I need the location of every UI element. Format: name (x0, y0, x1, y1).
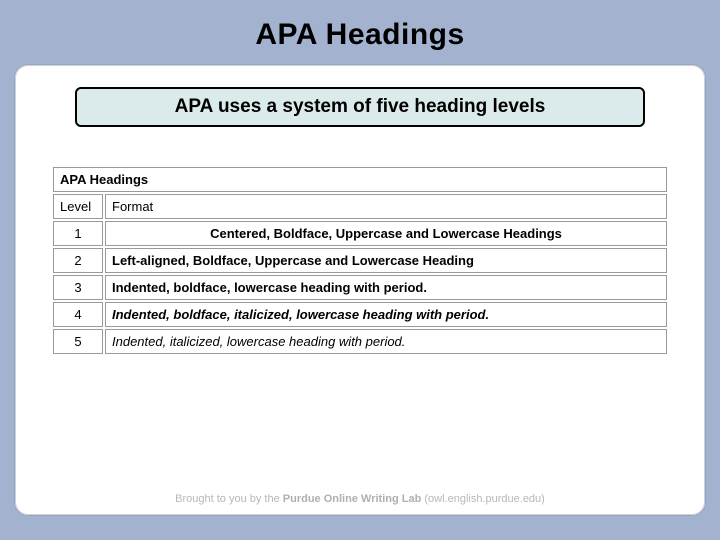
apa-headings-table-wrap: APA Headings Level Format 1 Centered, Bo… (51, 165, 669, 356)
subtitle-box: APA uses a system of five heading levels (75, 87, 645, 127)
format-cell: Indented, boldface, italicized, lowercas… (105, 302, 667, 327)
footer-credit: Brought to you by the Purdue Online Writ… (15, 493, 705, 505)
level-cell: 1 (53, 221, 103, 246)
table-row: 1 Centered, Boldface, Uppercase and Lowe… (53, 221, 667, 246)
apa-headings-table: APA Headings Level Format 1 Centered, Bo… (51, 165, 669, 356)
col-header-level: Level (53, 194, 103, 219)
footer-prefix: Brought to you by the (175, 493, 283, 505)
footer-strong: Purdue Online Writing Lab (283, 493, 422, 505)
footer-suffix: (owl.english.purdue.edu) (421, 493, 545, 505)
table-row: 5 Indented, italicized, lowercase headin… (53, 329, 667, 354)
table-caption: APA Headings (53, 167, 667, 192)
table-row: 2 Left-aligned, Boldface, Uppercase and … (53, 248, 667, 273)
level-cell: 4 (53, 302, 103, 327)
level-cell: 3 (53, 275, 103, 300)
content-panel: APA uses a system of five heading levels… (14, 64, 706, 516)
format-cell: Centered, Boldface, Uppercase and Lowerc… (105, 221, 667, 246)
table-row: 4 Indented, boldface, italicized, lowerc… (53, 302, 667, 327)
slide-title: APA Headings (0, 0, 720, 64)
level-cell: 2 (53, 248, 103, 273)
table-row: 3 Indented, boldface, lowercase heading … (53, 275, 667, 300)
format-cell: Indented, italicized, lowercase heading … (105, 329, 667, 354)
level-cell: 5 (53, 329, 103, 354)
format-cell: Left-aligned, Boldface, Uppercase and Lo… (105, 248, 667, 273)
col-header-format: Format (105, 194, 667, 219)
format-cell: Indented, boldface, lowercase heading wi… (105, 275, 667, 300)
